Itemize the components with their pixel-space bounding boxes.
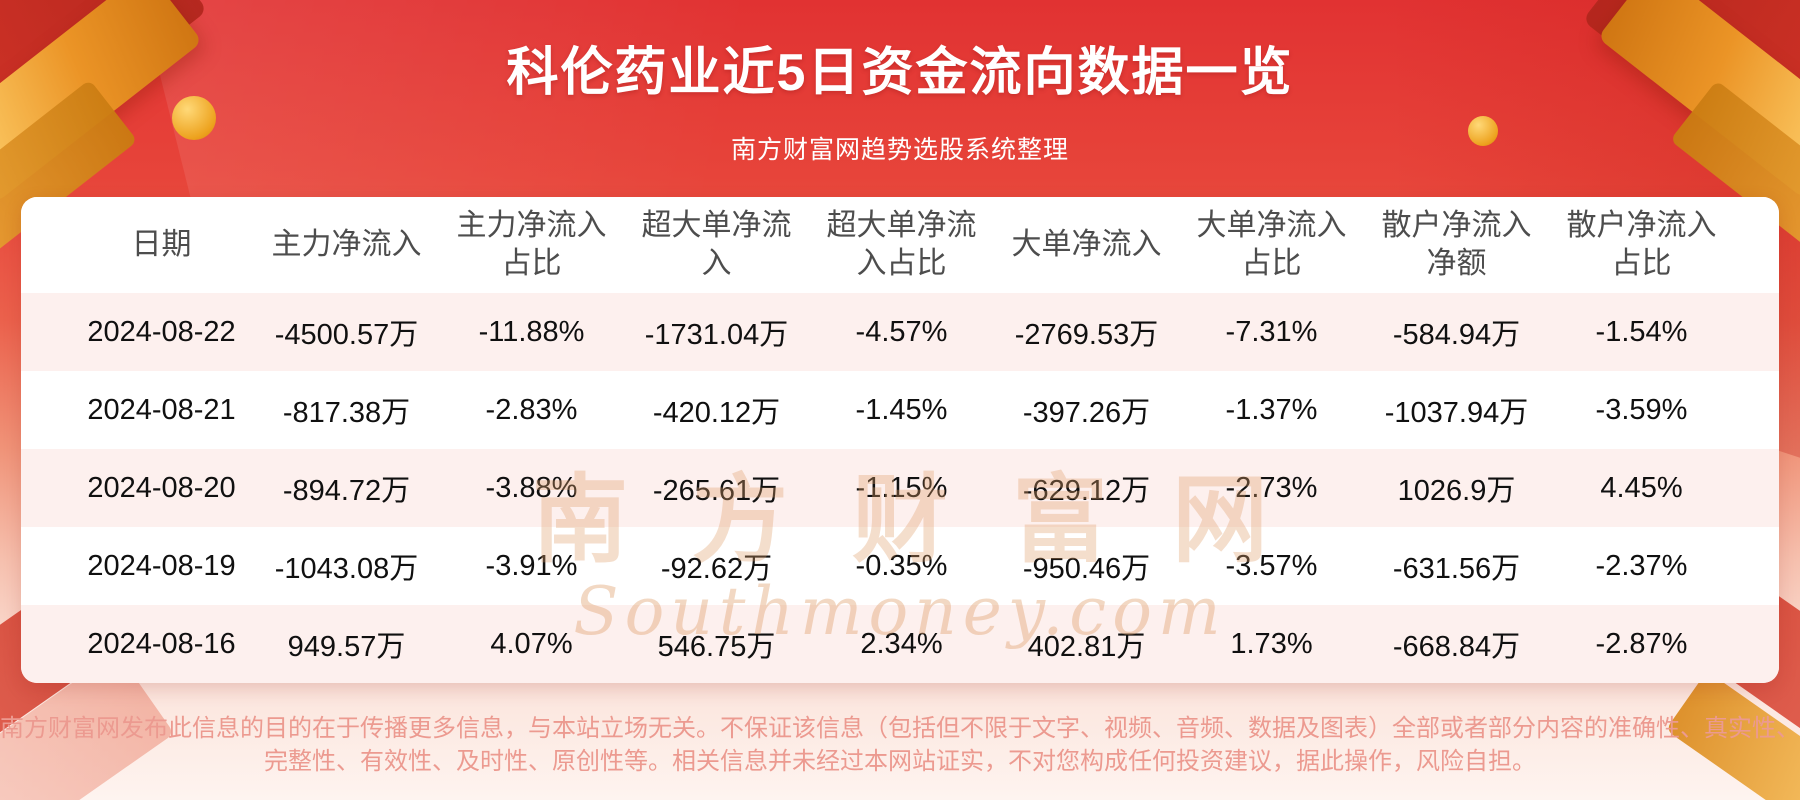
column-header-xl-order-net-inflow-pct: 超大单净流入占比 [826,209,977,280]
table-cell: -3.91% [485,549,578,582]
column-header-large-order-net-inflow-pct: 大单净流入占比 [1196,209,1347,280]
table-row: 2024-08-16 949.57万 4.07% 546.75万 2.34% 4… [21,605,1779,683]
table-cell: -1.37% [1225,393,1318,426]
table-cell: -11.88% [478,315,585,348]
cell-date: 2024-08-21 [87,393,236,426]
table-cell: -1043.08万 [274,553,419,585]
disclaimer-line-1: 南方财富网发布此信息的目的在于传播更多信息，与本站立场无关。不保证该信息（包括但… [0,715,1800,742]
column-header-main-net-inflow: 主力净流入 [271,228,422,261]
column-header-retail-net-inflow: 散户净流入净额 [1381,209,1532,280]
column-header-retail-net-inflow-pct: 散户净流入占比 [1566,209,1717,280]
table-cell: 1026.9万 [1397,475,1516,507]
table-cell: -1.15% [855,471,948,504]
table-cell: -2.37% [1595,549,1688,582]
column-header-date: 日期 [131,228,192,261]
table-cell: -1.54% [1595,315,1688,348]
column-header-xl-order-net-inflow: 超大单净流入 [641,209,792,280]
table-cell: -3.88% [485,471,578,504]
table-cell: -4500.57万 [274,319,419,351]
table-cell: -894.72万 [282,475,411,507]
table-cell: -3.59% [1595,393,1688,426]
table-cell: -817.38万 [282,397,411,429]
table-row: 2024-08-20 -894.72万 -3.88% -265.61万 -1.1… [21,449,1779,527]
table-cell: -631.56万 [1392,553,1521,585]
disclaimer-line-2: 完整性、有效性、及时性、原创性等。相关信息并未经过本网站证实，不对您构成任何投资… [264,748,1536,775]
table-cell: -0.35% [855,549,948,582]
table-cell: -92.62万 [660,553,773,585]
table-cell: -265.61万 [652,475,781,507]
cell-date: 2024-08-22 [87,315,236,348]
disclaimer: 南方财富网发布此信息的目的在于传播更多信息，与本站立场无关。不保证该信息（包括但… [0,712,1800,778]
fund-flow-table: 日期 主力净流入 主力净流入占比 超大单净流入 超大单净流入占比 大单净流入 大… [21,197,1779,683]
table-cell: 402.81万 [1027,631,1146,663]
table-cell: 4.07% [490,627,573,660]
table-row: 2024-08-22 -4500.57万 -11.88% -1731.04万 -… [21,293,1779,371]
table-cell: -397.26万 [1022,397,1151,429]
page-subtitle: 南方财富网趋势选股系统整理 [730,136,1069,164]
table-cell: -1731.04万 [644,319,789,351]
table-cell: -584.94万 [1392,319,1521,351]
column-header-main-net-inflow-pct: 主力净流入占比 [456,209,607,280]
table-cell: -1037.94万 [1384,397,1529,429]
table-row: 2024-08-19 -1043.08万 -3.91% -92.62万 -0.3… [21,527,1779,605]
table-cell: -3.57% [1225,549,1318,582]
table-cell: -950.46万 [1022,553,1151,585]
table-cell: -629.12万 [1022,475,1151,507]
table-row: 2024-08-21 -817.38万 -2.83% -420.12万 -1.4… [21,371,1779,449]
table-cell: -2.87% [1595,627,1688,660]
table-cell: 4.45% [1600,471,1683,504]
table-cell: -7.31% [1225,315,1318,348]
cell-date: 2024-08-19 [87,549,236,582]
table-header-row: 日期 主力净流入 主力净流入占比 超大单净流入 超大单净流入占比 大单净流入 大… [21,197,1779,293]
table-cell: -420.12万 [652,397,781,429]
page-title: 科伦药业近5日资金流向数据一览 [506,44,1294,102]
table-cell: -668.84万 [1392,631,1521,663]
table-cell: 2.34% [860,627,943,660]
table-cell: -2.73% [1225,471,1318,504]
cell-date: 2024-08-20 [87,471,236,504]
table-cell: -4.57% [855,315,948,348]
table-cell: -2.83% [485,393,578,426]
table-cell: 949.57万 [287,631,406,663]
table-cell: -1.45% [855,393,948,426]
table-cell: -2769.53万 [1014,319,1159,351]
cell-date: 2024-08-16 [87,627,236,660]
column-header-large-order-net-inflow: 大单净流入 [1011,228,1162,261]
table-cell: 546.75万 [657,631,776,663]
table-cell: 1.73% [1230,627,1313,660]
